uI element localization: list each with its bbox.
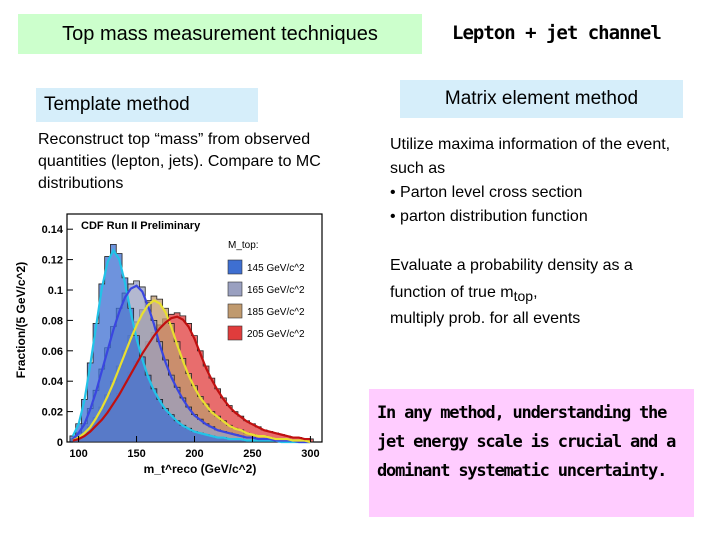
- pdf-line-2-suffix: ,: [533, 284, 538, 301]
- matrix-bullet-2: • parton distribution function: [390, 208, 588, 225]
- y-tick-label-0.14: 0.14: [42, 224, 64, 236]
- slide-title: Top mass measurement techniques: [18, 14, 422, 54]
- x-tick-label-100: 100: [69, 448, 87, 460]
- x-tick-label-150: 150: [127, 448, 145, 460]
- legend-swatch-3: [227, 303, 243, 319]
- legend-label-1: 145 GeV/c^2: [247, 263, 305, 274]
- mass-template-chart: 0 0.02 0.04 0.06 0.08 0.1 0.12 0.14 100 150 200 250…: [10, 208, 332, 480]
- x-axis-label: m_t^reco (GeV/c^2): [144, 462, 257, 476]
- fit-curve-series-4: [72, 315, 311, 442]
- template-heading: Template method: [36, 88, 258, 122]
- legend-label-4: 205 GeV/c^2: [247, 329, 305, 340]
- legend-title: M_top:: [228, 240, 259, 251]
- legend-swatch-4: [227, 325, 243, 341]
- y-tick-label-0.04: 0.04: [42, 376, 64, 388]
- channel-title: Lepton + jet channel: [452, 22, 662, 44]
- pdf-line-2-prefix: function of true m: [390, 284, 514, 301]
- matrix-description: Utilize maxima information of the event,…: [390, 133, 700, 229]
- legend-label-2: 165 GeV/c^2: [247, 285, 305, 296]
- pdf-line-2-subscript: top: [513, 288, 534, 304]
- y-tick-label-0.06: 0.06: [42, 346, 63, 358]
- chart-svg: 0 0.02 0.04 0.06 0.08 0.1 0.12 0.14 100 150 200 250…: [10, 208, 332, 480]
- y-tick-label-0.12: 0.12: [42, 255, 63, 267]
- fit-curve-series-3: [72, 299, 311, 444]
- fit-curve-series-1: [71, 248, 311, 444]
- x-tick-label-300: 300: [301, 448, 319, 460]
- x-tick-label-200: 200: [185, 448, 203, 460]
- pdf-line-2: function of true mtop,: [390, 279, 710, 306]
- y-tick-label-0.02: 0.02: [42, 407, 63, 419]
- matrix-bullet-1: • Parton level cross section: [390, 184, 583, 201]
- y-axis-label: Fraction/(5 GeV/c^2): [14, 262, 28, 378]
- matrix-heading: Matrix element method: [400, 80, 683, 118]
- template-description: Reconstruct top “mass” from observed qua…: [38, 131, 321, 192]
- pdf-description: Evaluate a probability density as a func…: [390, 253, 710, 332]
- fit-curve-series-2: [72, 284, 311, 444]
- legend-label-3: 185 GeV/c^2: [247, 307, 305, 318]
- pdf-line-1: Evaluate a probability density as a: [390, 257, 633, 274]
- y-tick-label-0.1: 0.1: [48, 285, 63, 297]
- conclusion-box: In any method, understanding the jet ene…: [369, 389, 694, 517]
- y-tick-label-0: 0: [57, 437, 63, 449]
- legend-swatch-2: [227, 281, 243, 297]
- legend-swatch-1: [227, 259, 243, 275]
- pdf-line-3: multiply prob. for all events: [390, 310, 581, 327]
- y-tick-label-0.08: 0.08: [42, 315, 63, 327]
- x-tick-label-250: 250: [243, 448, 261, 460]
- chart-title: CDF Run II Preliminary: [81, 220, 201, 232]
- plot-layer: 0 0.02 0.04 0.06 0.08 0.1 0.12 0.14 100 150 200 250…: [42, 213, 323, 460]
- matrix-intro: Utilize maxima information of the event,…: [390, 136, 671, 177]
